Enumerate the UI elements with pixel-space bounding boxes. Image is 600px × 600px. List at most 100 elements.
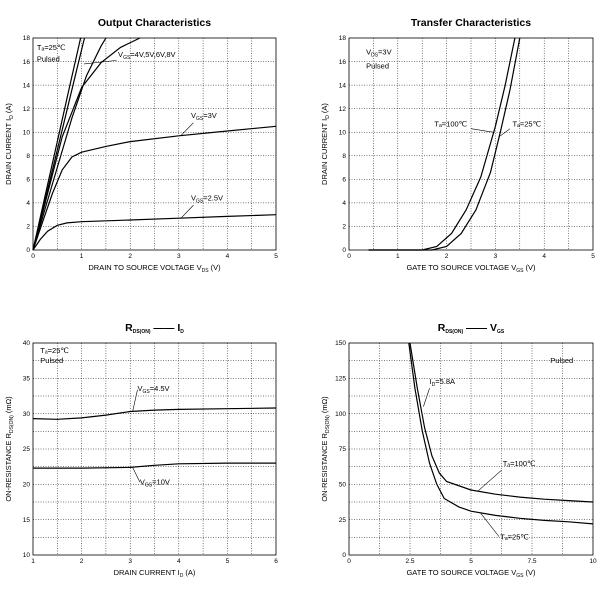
annotation-1: Pulsed	[550, 356, 573, 365]
y-tick-label: 18	[339, 35, 347, 42]
series-line-2	[33, 462, 276, 469]
y-tick-label: 30	[23, 411, 31, 418]
plot-frame	[348, 37, 594, 251]
x-axis-label: DRAIN CURRENT ID (A)	[114, 568, 196, 579]
annotation-leader-line	[132, 389, 138, 412]
annotation-2: ID=5.8A	[430, 377, 456, 388]
y-tick-label: 125	[335, 376, 346, 383]
plot-frame	[32, 37, 277, 251]
y-tick-label: 8	[26, 153, 30, 160]
annotation-leader-line	[470, 128, 494, 133]
series-line-6	[32, 214, 277, 251]
y-tick-label: 16	[23, 59, 31, 66]
x-axis-label: DRAIN TO SOURCE VOLTAGE VDS (V)	[88, 263, 221, 274]
x-tick-label: 2.5	[405, 558, 414, 565]
annotation-2: Pulsed	[366, 62, 389, 71]
annotation-3: VGS=4.5V	[137, 384, 169, 395]
y-tick-label: 6	[26, 177, 30, 184]
y-tick-label: 15	[23, 517, 31, 524]
x-tick-label: 7.5	[527, 558, 536, 565]
x-tick-label: 3	[177, 253, 181, 260]
y-tick-label: 14	[339, 82, 347, 89]
x-tick-label: 0	[347, 558, 351, 565]
y-tick-label: 10	[23, 552, 31, 559]
annotation-3: Tₐ=100℃	[434, 119, 467, 128]
y-tick-label: 18	[23, 35, 31, 42]
chart-title: RDS(ON) —— VGS	[438, 322, 505, 335]
series-line-4	[32, 37, 141, 251]
annotation-1: VDS=3V	[366, 47, 392, 58]
x-tick-label: 2	[80, 558, 84, 565]
annotation-4: VGS=10V	[140, 477, 170, 488]
y-tick-label: 2	[26, 224, 30, 231]
y-axis-label: ON-RESISTANCE RDS(ON) (mΩ)	[320, 396, 331, 502]
y-tick-label: 8	[342, 153, 346, 160]
x-tick-label: 0	[31, 253, 35, 260]
annotation-leader-line	[478, 469, 502, 491]
x-tick-label: 0	[347, 253, 351, 260]
y-tick-label: 4	[342, 200, 346, 207]
x-tick-label: 4	[542, 253, 546, 260]
x-tick-label: 5	[226, 558, 230, 565]
x-tick-label: 3	[128, 558, 132, 565]
plot-frame	[348, 342, 594, 556]
annotation-leader-line	[132, 467, 141, 483]
annotation-leader-line	[181, 122, 194, 136]
x-tick-label: 4	[177, 558, 181, 565]
y-tick-label: 20	[23, 482, 31, 489]
y-tick-label: 100	[335, 411, 346, 418]
y-tick-label: 6	[342, 177, 346, 184]
x-axis-label: GATE TO SOURCE VOLTAGE VGS (V)	[406, 568, 536, 579]
y-tick-label: 0	[342, 247, 346, 254]
annotation-1: Tₐ=25℃	[40, 346, 69, 355]
series-line-1	[368, 37, 516, 251]
y-tick-label: 50	[339, 482, 347, 489]
y-tick-label: 0	[342, 552, 346, 559]
y-tick-label: 10	[23, 129, 31, 136]
annotation-4: Tₐ=25℃	[500, 532, 529, 541]
series-line-2	[368, 37, 521, 251]
plot-frame	[32, 342, 277, 556]
x-axis-label: GATE TO SOURCE VOLTAGE VGS (V)	[406, 263, 536, 274]
x-tick-label: 1	[396, 253, 400, 260]
y-tick-label: 40	[23, 340, 31, 347]
chart-panel-3: RDS(ON) —— ID 1 2 3 4 5 6 10 15 20 25 30 35 40 DRAIN C…	[4, 322, 278, 579]
annotation-leader-line	[423, 388, 430, 407]
y-tick-label: 14	[23, 82, 31, 89]
y-axis-label: ON-RESISTANCE RDS(ON) (mΩ)	[4, 396, 15, 502]
annotation-1: Tₐ=25℃	[37, 43, 66, 52]
annotation-2: Pulsed	[37, 55, 60, 64]
y-tick-label: 12	[23, 106, 31, 113]
annotation-leader-line	[83, 60, 117, 65]
annotation-5: VGS=2.5V	[191, 194, 223, 205]
y-tick-label: 2	[342, 224, 346, 231]
series-line-3	[32, 37, 107, 251]
chart-title: Output Characteristics	[98, 17, 211, 29]
series-line-1	[32, 407, 277, 420]
y-axis-label: DRAIN CURRENT ID (A)	[4, 103, 15, 185]
annotation-leader-line	[181, 205, 194, 219]
series-line-1	[409, 342, 594, 503]
y-tick-label: 10	[339, 129, 347, 136]
y-tick-label: 25	[339, 517, 347, 524]
series-line-2	[32, 37, 86, 251]
x-tick-label: 5	[274, 253, 278, 260]
chart-title: Transfer Characteristics	[411, 17, 531, 29]
y-tick-label: 35	[23, 376, 31, 383]
series-line-2	[408, 342, 594, 525]
y-tick-label: 4	[26, 200, 30, 207]
chart-title: RDS(ON) —— ID	[125, 322, 184, 335]
annotation-2: Pulsed	[40, 356, 63, 365]
x-tick-label: 2	[445, 253, 449, 260]
y-tick-label: 0	[26, 247, 30, 254]
annotation-4: VGS=3V	[191, 111, 217, 122]
y-axis-label: DRAIN CURRENT ID (A)	[320, 103, 331, 185]
x-tick-label: 1	[31, 558, 35, 565]
annotation-leader-line	[480, 513, 500, 537]
x-tick-label: 10	[589, 558, 597, 565]
annotation-3: VGS=4V,5V,6V,8V	[118, 50, 176, 61]
x-tick-label: 2	[128, 253, 132, 260]
